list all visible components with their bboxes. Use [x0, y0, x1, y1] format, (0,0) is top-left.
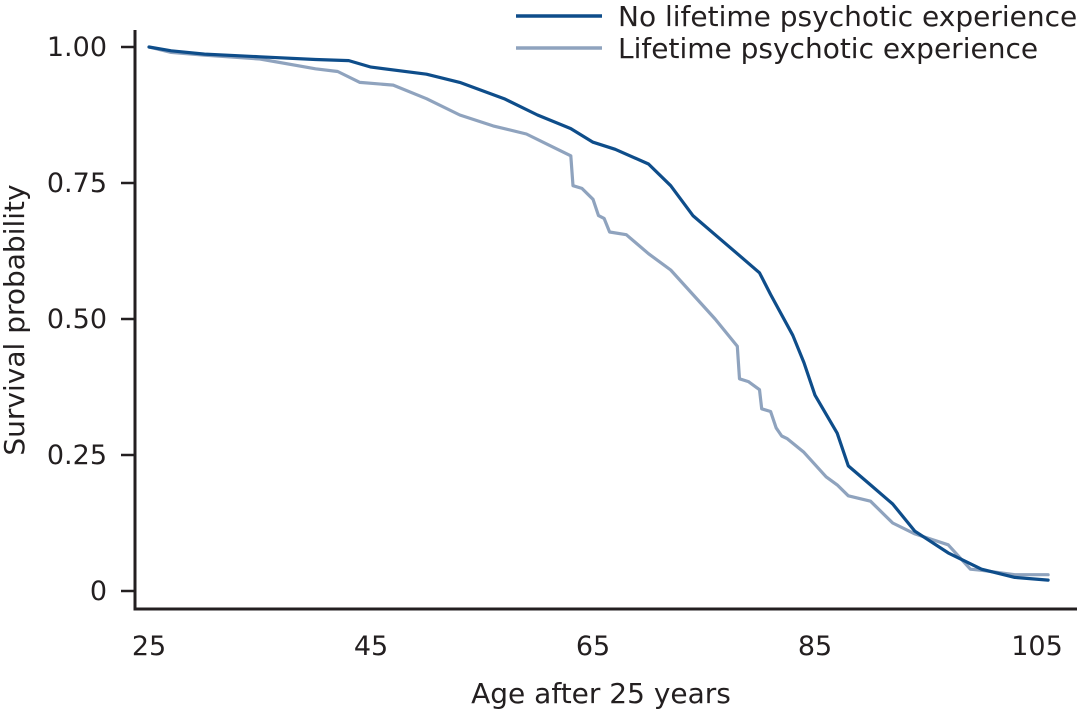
y-tick-label: 1.00	[47, 32, 107, 63]
x-tick-label: 65	[576, 631, 610, 662]
y-tick-label: 0.75	[47, 168, 107, 199]
series-layer	[147, 45, 1050, 582]
series-line-psychotic-experience	[147, 45, 1050, 577]
y-tick-label: 0	[90, 576, 107, 607]
y-tick-label: 0.25	[47, 440, 107, 471]
legend-label: No lifetime psychotic experience	[618, 0, 1077, 33]
x-tick-label: 45	[354, 631, 388, 662]
x-tick-label: 105	[1011, 631, 1063, 662]
y-axis-title: Survival probability	[0, 184, 31, 455]
legend-label: Lifetime psychotic experience	[618, 32, 1038, 65]
legend: No lifetime psychotic experienceLifetime…	[516, 0, 1077, 65]
x-tick-label: 25	[132, 631, 166, 662]
y-tick-label: 0.50	[47, 304, 107, 335]
x-axis-title: Age after 25 years	[471, 677, 731, 710]
series-line-no-psychotic-experience	[147, 45, 1050, 582]
x-tick-label: 85	[798, 631, 832, 662]
axes: 0 0.25 0.50 0.75 1.00 25 45 65 85 105	[47, 30, 1077, 662]
